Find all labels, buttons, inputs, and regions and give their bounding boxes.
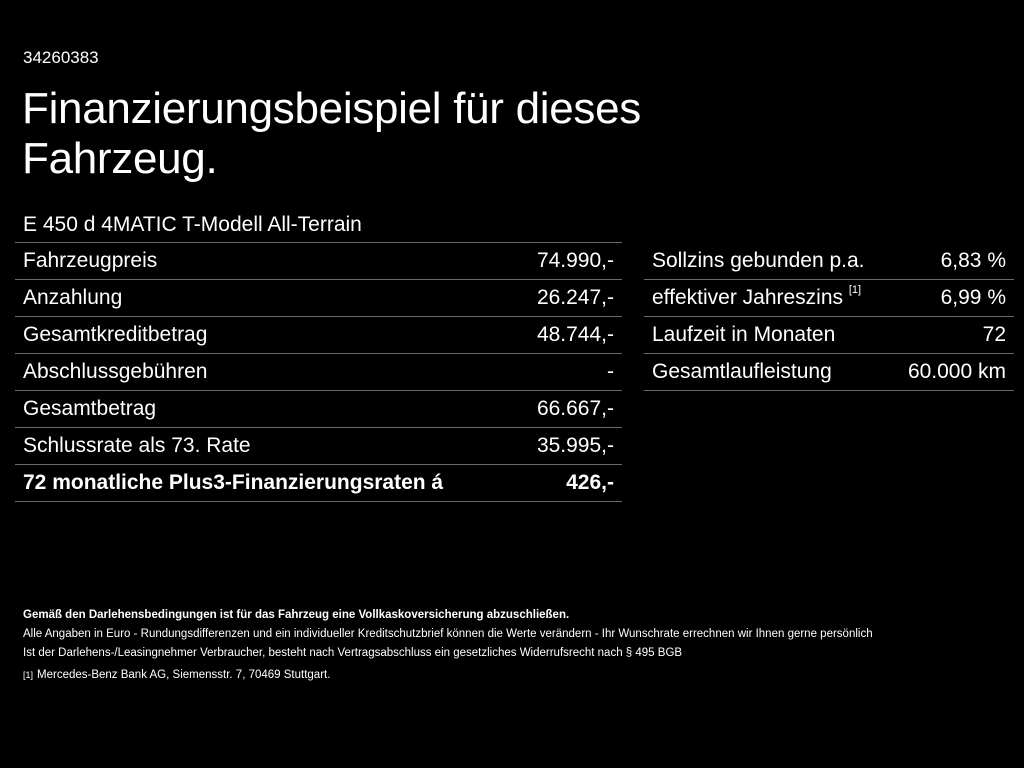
- row-label: Anzahlung: [15, 279, 516, 317]
- row-value: 74.990,-: [515, 242, 622, 280]
- table-row-closing-fees: Abschlussgebühren -: [15, 353, 622, 391]
- legal-footer: Gemäß den Darlehensbedingungen ist für d…: [23, 606, 1013, 685]
- row-value: 6,83 %: [890, 243, 1014, 280]
- row-label: Gesamtlaufleistung: [644, 353, 891, 391]
- row-label: Gesamtbetrag: [15, 390, 516, 428]
- row-label: Sollzins gebunden p.a.: [644, 243, 891, 280]
- insurance-note: Gemäß den Darlehensbedingungen ist für d…: [23, 609, 570, 621]
- row-value: 48.744,-: [515, 316, 622, 354]
- row-label: Laufzeit in Monaten: [644, 316, 891, 354]
- row-label: Schlussrate als 73. Rate: [15, 427, 516, 465]
- table-row-effective-rate: effektiver Jahreszins [1] 6,99 %: [644, 279, 1014, 317]
- table-row-monthly-rate: 72 monatliche Plus3-Finanzierungsraten á…: [15, 464, 622, 502]
- interest-terms-table: Sollzins gebunden p.a. 6,83 % effektiver…: [644, 243, 1014, 391]
- row-value: 60.000 km: [890, 353, 1014, 391]
- row-value: 35.995,-: [515, 427, 622, 465]
- table-row-total-amount: Gesamtbetrag 66.667,-: [15, 390, 622, 428]
- row-label: Abschlussgebühren: [15, 353, 516, 391]
- vehicle-model-name: E 450 d 4MATIC T-Modell All-Terrain: [23, 213, 362, 236]
- footnote-text: Mercedes-Benz Bank AG, Siemensstr. 7, 70…: [37, 669, 331, 681]
- euro-note: Alle Angaben in Euro - Rundungsdifferenz…: [23, 628, 873, 640]
- table-row-vehicle-price: Fahrzeugpreis 74.990,-: [15, 242, 622, 280]
- row-label: effektiver Jahreszins [1]: [644, 279, 891, 317]
- row-label: 72 monatliche Plus3-Finanzierungsraten á: [15, 464, 516, 502]
- row-value: -: [515, 353, 622, 391]
- footnote: [1] Mercedes-Benz Bank AG, Siemensstr. 7,…: [23, 666, 1013, 685]
- row-value: 66.667,-: [515, 390, 622, 428]
- row-label: Fahrzeugpreis: [15, 242, 516, 280]
- table-row-total-credit: Gesamtkreditbetrag 48.744,-: [15, 316, 622, 354]
- table-row-borrowing-rate: Sollzins gebunden p.a. 6,83 %: [644, 243, 1014, 280]
- row-value: 426,-: [515, 464, 622, 502]
- footnote-marker: [1]: [848, 284, 862, 296]
- table-row-final-installment: Schlussrate als 73. Rate 35.995,-: [15, 427, 622, 465]
- table-row-down-payment: Anzahlung 26.247,-: [15, 279, 622, 317]
- row-value: 72: [890, 316, 1014, 354]
- page-title: Finanzierungsbeispiel für dieses Fahrzeu…: [22, 84, 641, 183]
- withdrawal-note: Ist der Darlehens-/Leasingnehmer Verbrau…: [23, 647, 683, 659]
- row-value: 6,99 %: [890, 279, 1014, 317]
- row-value: 26.247,-: [515, 279, 622, 317]
- financing-cost-table: Fahrzeugpreis 74.990,- Anzahlung 26.247,…: [15, 242, 622, 502]
- row-label-text: effektiver Jahreszins: [652, 286, 844, 309]
- row-label: Gesamtkreditbetrag: [15, 316, 516, 354]
- table-row-total-mileage: Gesamtlaufleistung 60.000 km: [644, 353, 1014, 391]
- table-row-term-months: Laufzeit in Monaten 72: [644, 316, 1014, 354]
- footnote-marker: [1]: [23, 670, 34, 680]
- reference-number: 34260383: [23, 48, 99, 67]
